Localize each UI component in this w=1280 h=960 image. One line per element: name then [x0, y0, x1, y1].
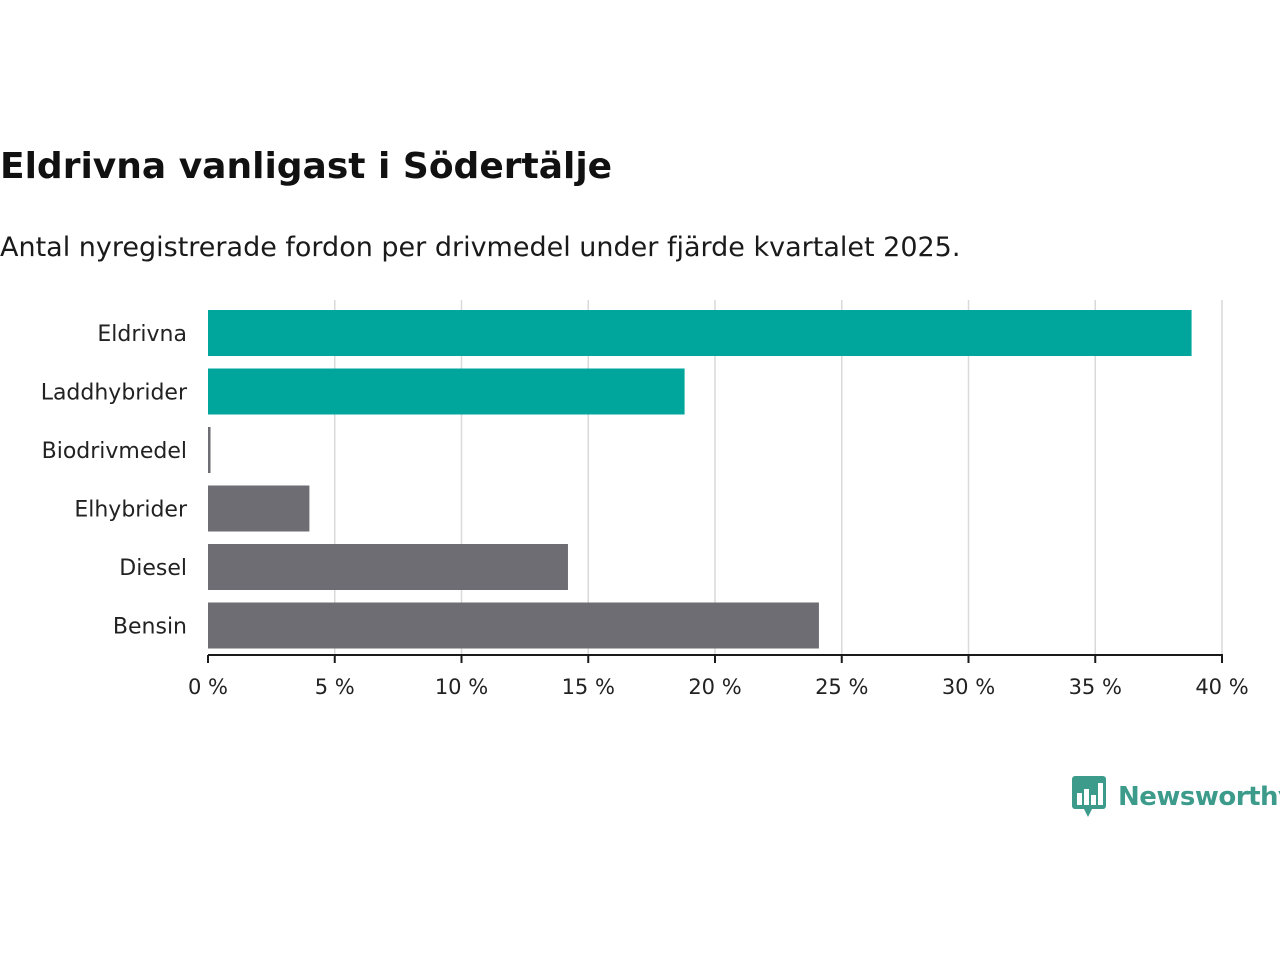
category-label: Diesel [119, 556, 187, 581]
x-tick-label: 10 % [435, 675, 488, 699]
chart-subtitle: Antal nyregistrerade fordon per drivmede… [0, 232, 961, 263]
bar-eldrivna [208, 310, 1192, 356]
bar-chart-speech-bubble-icon [1072, 776, 1106, 817]
x-tick-label: 0 % [188, 675, 228, 699]
category-label: Eldrivna [97, 322, 187, 347]
category-label: Elhybrider [74, 498, 188, 523]
x-tick-label: 15 % [562, 675, 615, 699]
x-tick-label: 35 % [1069, 675, 1122, 699]
category-label: Biodrivmedel [42, 439, 187, 464]
bar-biodrivmedel [208, 427, 211, 473]
newsworthy-logo: Newsworthy [1072, 776, 1280, 818]
bar-diesel [208, 544, 568, 590]
x-axis: 0 % 5 % 10 % 15 % 20 % 25 % 30 % 35 % 40 % [188, 654, 1249, 699]
x-tick-label: 20 % [688, 675, 741, 699]
bar-bensin [208, 602, 819, 649]
x-tick-label: 30 % [942, 675, 995, 699]
x-tick-label: 40 % [1195, 675, 1248, 699]
category-label: Laddhybrider [41, 381, 188, 406]
chart-title: Eldrivna vanligast i Södertälje [0, 146, 613, 187]
grid-lines [334, 300, 1223, 655]
bar-elhybrider [208, 485, 310, 532]
bar-chart: Eldrivna Laddhybrider Biodrivmedel Elhybrid… [41, 300, 1249, 699]
category-labels: Eldrivna Laddhybrider Biodrivmedel Elhybrid… [41, 322, 188, 640]
x-tick-label: 5 % [315, 675, 355, 699]
bars [208, 310, 1192, 649]
bar-laddhybrider [208, 368, 685, 415]
category-label: Bensin [113, 615, 187, 640]
x-tick-label: 25 % [815, 675, 868, 699]
brand-name: Newsworthy [1118, 782, 1280, 812]
